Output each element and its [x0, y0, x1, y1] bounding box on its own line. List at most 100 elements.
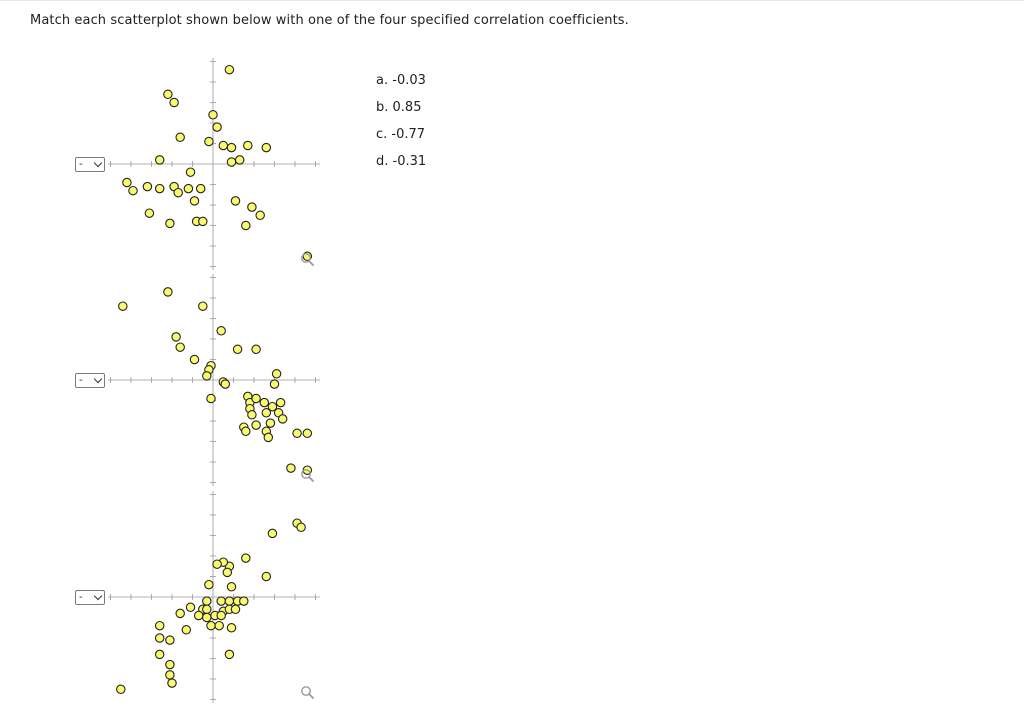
data-point — [175, 608, 185, 619]
select-value: - — [79, 159, 83, 170]
select-value: - — [79, 375, 83, 386]
data-point — [259, 397, 270, 408]
data-point — [181, 625, 192, 635]
axes — [108, 274, 320, 486]
data-point — [226, 582, 237, 592]
data-point — [269, 379, 280, 389]
data-point — [226, 623, 237, 633]
data-point — [234, 155, 245, 165]
data-point — [286, 463, 296, 473]
data-point — [218, 140, 229, 151]
data-point — [214, 620, 224, 631]
data-point — [175, 132, 185, 143]
option-d: d. -0.31 — [376, 154, 427, 169]
data-point — [189, 196, 200, 206]
data-point — [169, 97, 179, 108]
data-point — [154, 633, 165, 643]
data-point — [271, 369, 282, 379]
data-point — [193, 610, 204, 621]
data-point — [239, 596, 249, 606]
data-point — [241, 553, 251, 563]
data-point — [247, 410, 257, 420]
data-point — [261, 571, 272, 582]
select-value: - — [79, 592, 83, 603]
data-point — [296, 522, 306, 533]
data-point — [185, 602, 196, 613]
data-point — [204, 579, 214, 590]
scatterplot-3-svg — [108, 491, 320, 703]
data-point — [267, 401, 278, 412]
data-point — [163, 89, 173, 100]
data-point — [154, 620, 165, 631]
data-point — [185, 167, 196, 177]
data-point — [251, 393, 261, 404]
data-point — [163, 287, 173, 297]
answer-options: a. -0.03 b. 0.85 c. -0.77 d. -0.31 — [376, 67, 426, 175]
chevron-down-icon — [93, 591, 103, 601]
correlation-select-2[interactable]: - — [75, 373, 105, 388]
chevron-down-icon — [93, 374, 103, 384]
magnifier-icon[interactable] — [301, 686, 314, 699]
data-point — [222, 567, 233, 578]
data-point — [189, 354, 200, 365]
data-point — [220, 379, 231, 389]
scatterplot-1-svg — [108, 58, 320, 270]
data-point — [118, 301, 128, 311]
magnifier-icon[interactable] — [301, 469, 314, 482]
data-point — [224, 596, 235, 606]
data-point — [251, 344, 261, 355]
correlation-select-1[interactable]: - — [75, 157, 105, 172]
data-point — [255, 210, 265, 221]
data-point — [216, 326, 226, 336]
data-point — [277, 414, 288, 424]
data-point — [226, 142, 237, 153]
data-point — [302, 428, 313, 439]
data-point — [212, 559, 222, 569]
data-point — [247, 202, 257, 212]
data-point — [144, 208, 155, 218]
data-point — [267, 528, 278, 539]
data-point — [183, 183, 194, 194]
data-point — [206, 620, 216, 631]
data-point — [292, 428, 302, 439]
axes — [108, 58, 320, 270]
data-point — [232, 344, 243, 355]
data-point — [175, 342, 185, 352]
top-divider — [0, 0, 1024, 1]
data-point — [275, 397, 286, 408]
data-point — [202, 371, 212, 381]
data-point — [142, 181, 153, 192]
data-point — [195, 183, 206, 194]
data-point — [241, 426, 251, 437]
data-point — [202, 604, 212, 615]
data-point — [251, 420, 261, 430]
data-point — [173, 187, 183, 198]
data-point — [241, 220, 251, 231]
chevron-down-icon — [93, 158, 103, 168]
data-point — [165, 659, 175, 670]
data-point — [224, 64, 235, 75]
data-point — [122, 177, 132, 188]
data-point — [206, 393, 216, 404]
data-point — [198, 301, 208, 311]
data-point — [154, 155, 165, 165]
data-point — [165, 670, 175, 680]
data-point — [154, 183, 165, 194]
data-point — [261, 142, 272, 153]
data-point — [128, 185, 138, 196]
points — [118, 287, 313, 475]
data-point — [224, 649, 235, 660]
scatterplot-1 — [108, 58, 320, 270]
points — [122, 64, 313, 262]
points — [116, 518, 306, 695]
correlation-select-3[interactable]: - — [75, 590, 105, 605]
data-point — [204, 136, 214, 147]
scatterplot-2 — [108, 274, 320, 486]
magnifier-icon[interactable] — [301, 253, 314, 266]
data-point — [212, 122, 222, 132]
data-point — [263, 432, 274, 443]
option-a: a. -0.03 — [376, 73, 426, 88]
data-point — [202, 596, 212, 606]
data-point — [208, 110, 218, 120]
data-point — [216, 610, 226, 621]
